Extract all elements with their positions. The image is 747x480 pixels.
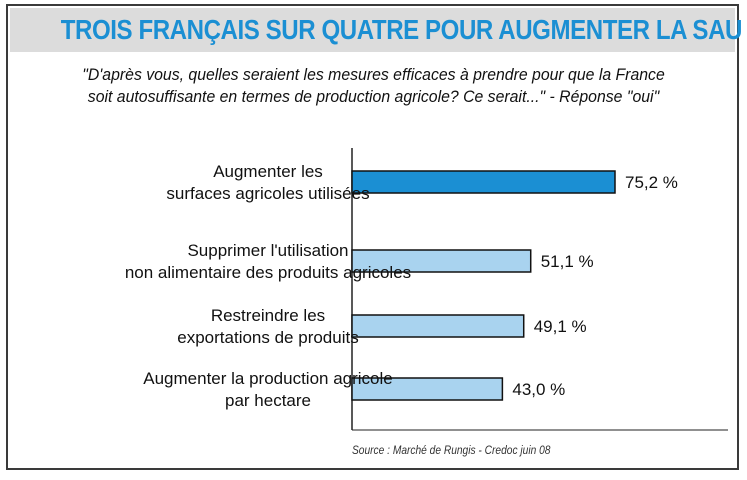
category-label-1-line-1: Augmenter les	[213, 162, 323, 181]
survey-question: "D'après vous, quelles seraient les mesu…	[82, 65, 665, 106]
bar-1	[351, 170, 616, 194]
value-label-1: 75,2 %	[625, 173, 678, 192]
category-label-4-line-1: Augmenter la production agricole	[143, 369, 392, 388]
category-label-3-line-1: Restreindre les	[211, 306, 325, 325]
category-label-2-line-1: Supprimer l'utilisation	[187, 241, 348, 260]
bar-3	[351, 314, 525, 338]
category-label-3-line-2: exportations de produits	[177, 328, 358, 347]
chart-title: TROIS FRANÇAIS SUR QUATRE POUR AUGMENTER…	[60, 14, 743, 45]
title-band: TROIS FRANÇAIS SUR QUATRE POUR AUGMENTER…	[10, 8, 743, 52]
value-label-4: 43,0 %	[512, 380, 565, 399]
category-label-4-line-2: par hectare	[225, 391, 311, 410]
source-note: Source : Marché de Rungis - Credoc juin …	[352, 443, 551, 457]
bar-4	[351, 377, 504, 401]
value-label-3: 49,1 %	[534, 317, 587, 336]
value-label-2: 51,1 %	[541, 252, 594, 271]
category-label-2-line-2: non alimentaire des produits agricoles	[125, 263, 411, 282]
category-label-1-line-2: surfaces agricoles utilisées	[166, 184, 369, 203]
bar-2	[351, 249, 532, 273]
